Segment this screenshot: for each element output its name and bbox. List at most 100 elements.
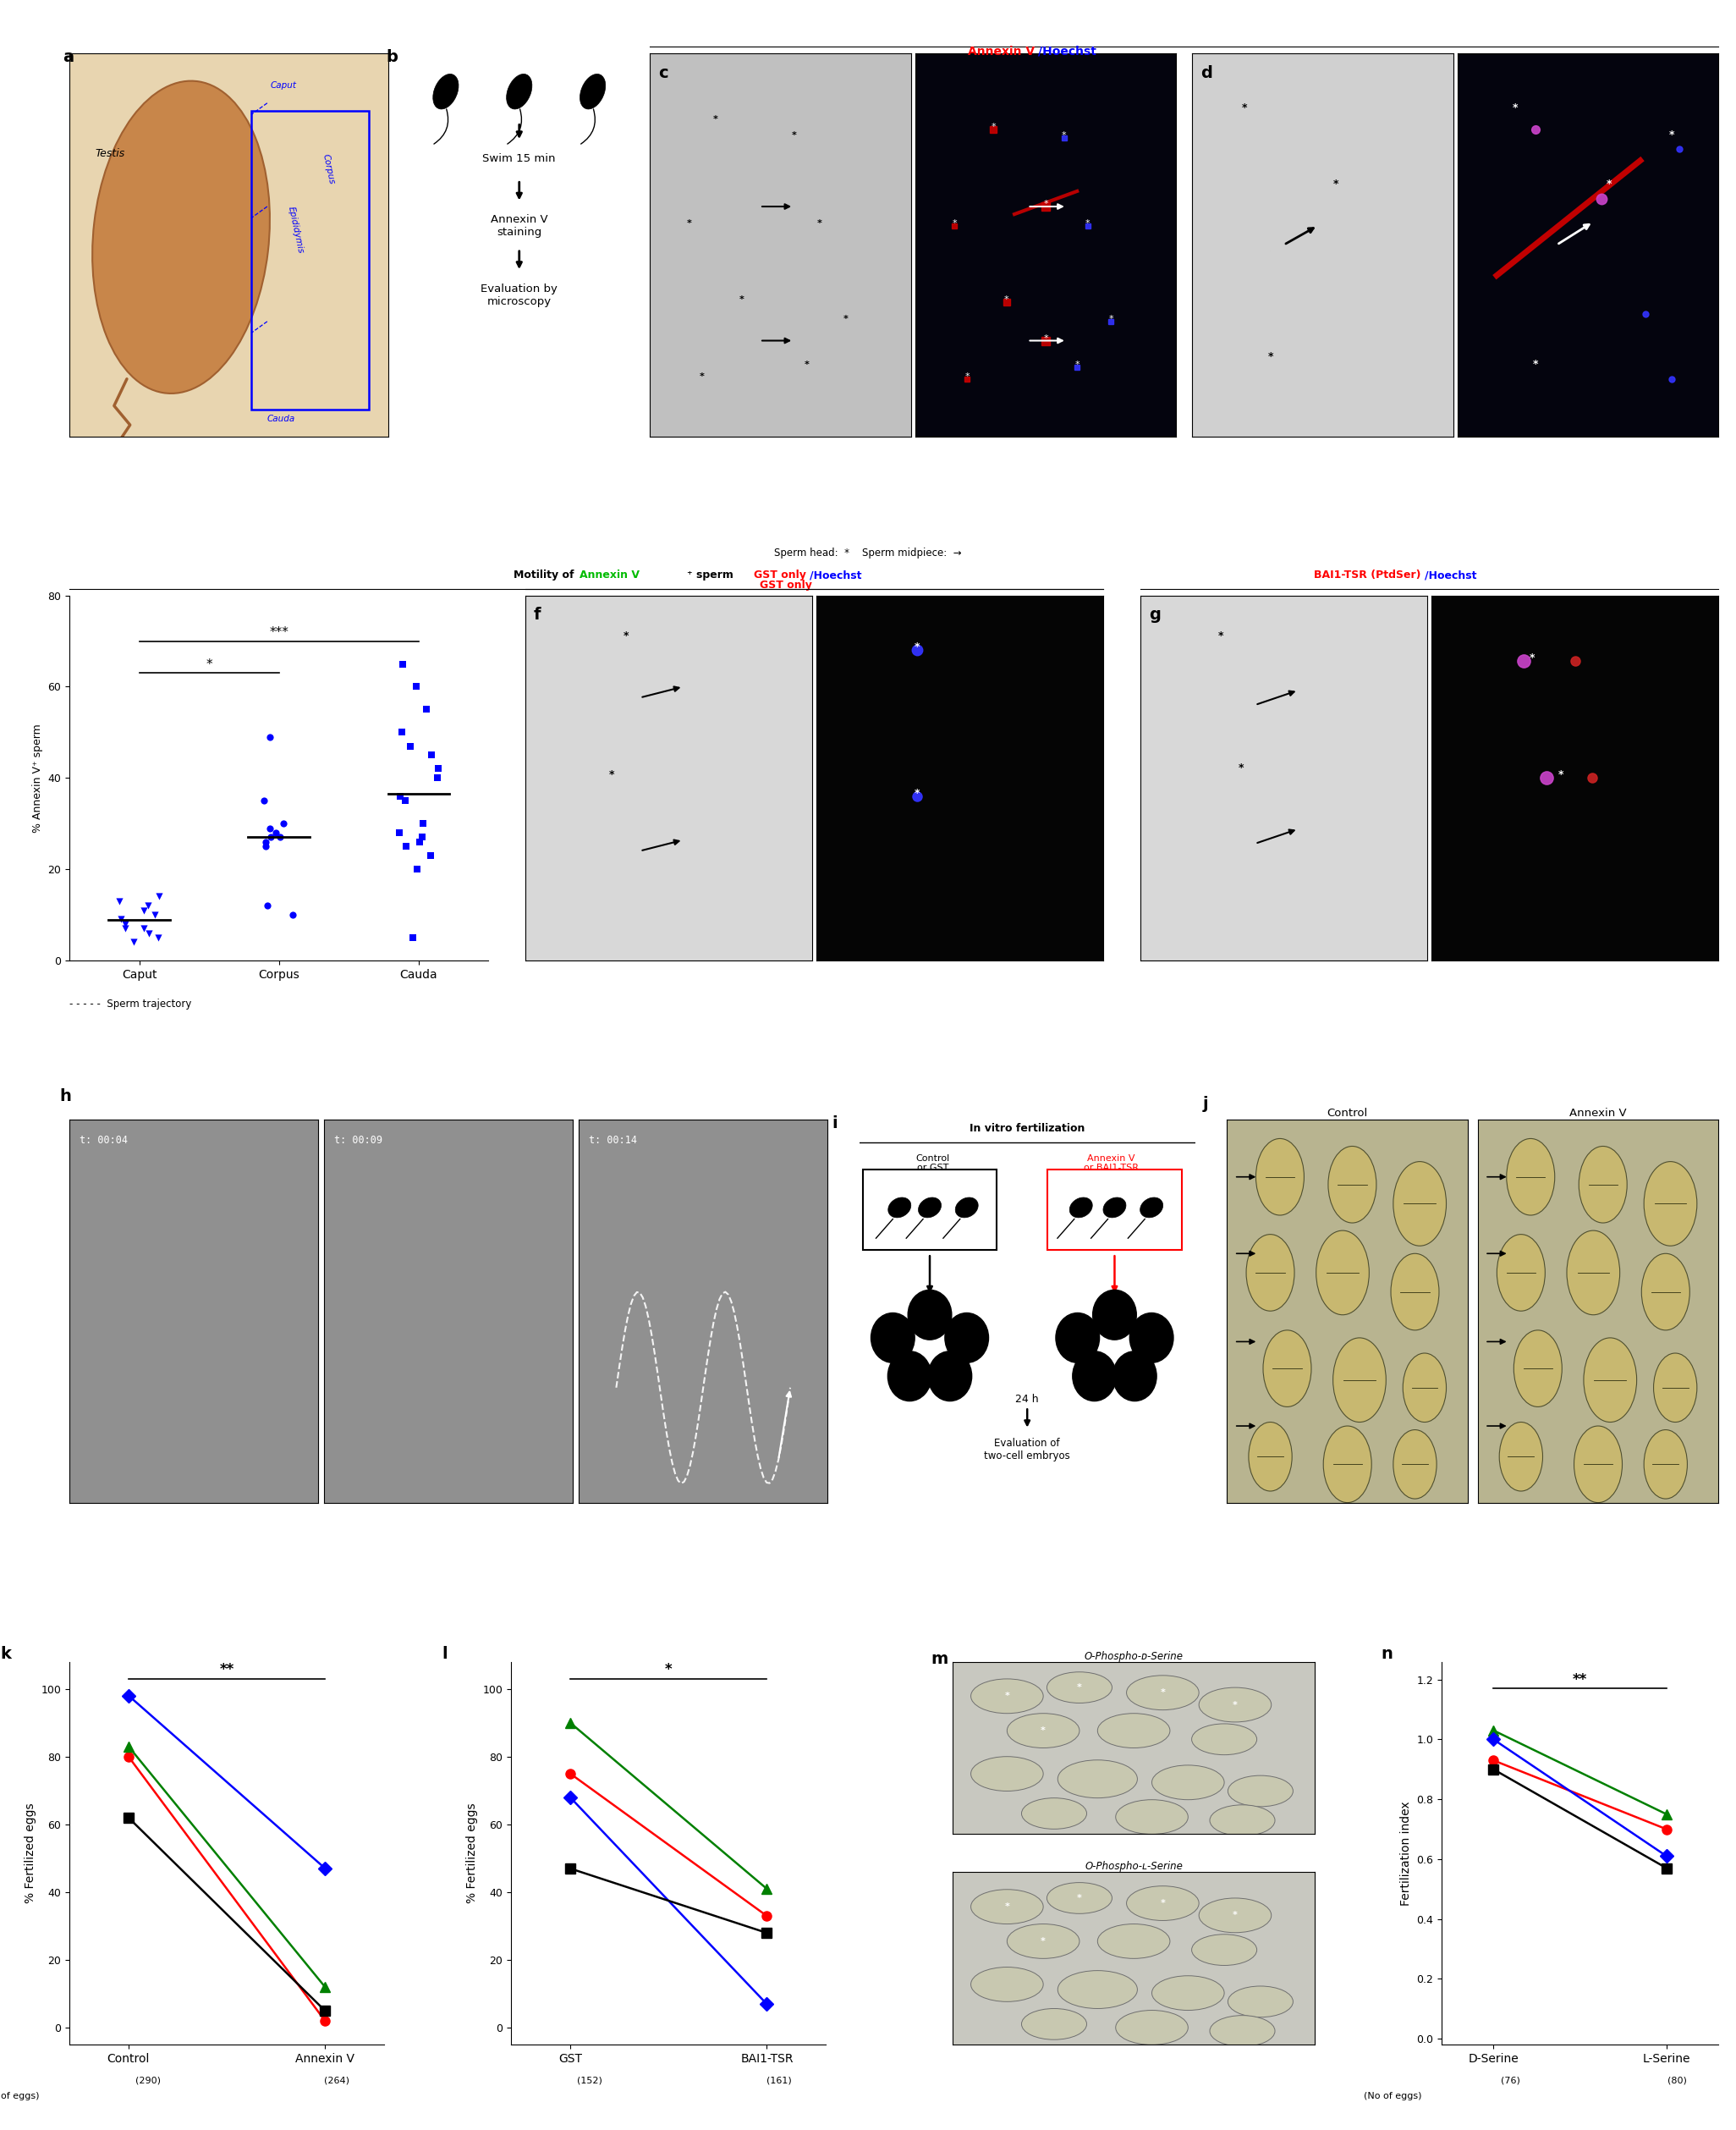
Text: t: 00:14: t: 00:14 xyxy=(589,1135,637,1146)
Point xyxy=(418,739,446,773)
Circle shape xyxy=(1500,1423,1543,1491)
Text: Annexin V
or BAI1-TSR: Annexin V or BAI1-TSR xyxy=(1083,1154,1139,1172)
Text: *: * xyxy=(1668,130,1675,141)
Circle shape xyxy=(1227,1776,1293,1806)
Text: *: * xyxy=(1005,1691,1010,1700)
Point xyxy=(250,784,278,818)
Circle shape xyxy=(1191,1934,1257,1966)
Text: Testis: Testis xyxy=(95,149,125,160)
Text: *: * xyxy=(1043,200,1049,209)
Point xyxy=(424,760,451,794)
Text: *: * xyxy=(713,115,719,124)
Point xyxy=(408,820,436,854)
Point xyxy=(413,692,441,726)
Text: *: * xyxy=(1076,1683,1082,1691)
Text: *: * xyxy=(1042,1727,1045,1736)
Text: *: * xyxy=(207,658,212,671)
Circle shape xyxy=(970,1757,1043,1791)
Text: *: * xyxy=(1529,652,1535,665)
Text: *: * xyxy=(623,630,628,641)
Circle shape xyxy=(1200,1898,1271,1932)
Point xyxy=(396,728,424,763)
Text: Evaluation by
microscopy: Evaluation by microscopy xyxy=(481,283,557,307)
Text: (No of eggs): (No of eggs) xyxy=(0,2092,40,2100)
Point xyxy=(410,807,437,841)
Text: *: * xyxy=(1533,360,1538,371)
FancyBboxPatch shape xyxy=(863,1169,996,1250)
Point xyxy=(266,820,293,854)
Circle shape xyxy=(1073,1350,1116,1402)
Circle shape xyxy=(1333,1338,1385,1423)
Point xyxy=(257,820,285,854)
Text: l: l xyxy=(443,1646,448,1661)
Text: t: 00:09: t: 00:09 xyxy=(333,1135,382,1146)
Text: *: * xyxy=(1512,102,1517,113)
Point xyxy=(120,924,148,958)
Text: (161): (161) xyxy=(766,2077,792,2085)
Text: BAI1-TSR (PtdSer): BAI1-TSR (PtdSer) xyxy=(1314,569,1420,581)
Circle shape xyxy=(1021,2009,1087,2041)
Point xyxy=(392,829,420,863)
Text: *: * xyxy=(1043,334,1049,343)
Point xyxy=(106,884,134,918)
Text: *: * xyxy=(700,373,705,381)
Circle shape xyxy=(1153,1766,1224,1800)
Text: *: * xyxy=(818,219,823,228)
Text: *: * xyxy=(1241,102,1248,113)
Point xyxy=(257,812,285,846)
Circle shape xyxy=(1496,1235,1545,1310)
Text: b: b xyxy=(385,49,398,66)
Circle shape xyxy=(1644,1429,1687,1500)
Circle shape xyxy=(1575,1425,1621,1502)
Text: h: h xyxy=(59,1088,71,1103)
Text: *: * xyxy=(609,769,615,780)
Circle shape xyxy=(1578,1146,1627,1223)
Text: *: * xyxy=(687,219,691,228)
Text: k: k xyxy=(0,1646,10,1661)
Point xyxy=(146,880,174,914)
Circle shape xyxy=(1255,1140,1304,1216)
Y-axis label: % Fertilized eggs: % Fertilized eggs xyxy=(24,1802,36,1904)
Point xyxy=(417,839,444,873)
Point xyxy=(399,920,427,954)
Title: Annexin V: Annexin V xyxy=(1569,1108,1627,1118)
Text: t: 00:04: t: 00:04 xyxy=(80,1135,128,1146)
Text: Evaluation of
two-cell embryos: Evaluation of two-cell embryos xyxy=(984,1438,1071,1461)
Circle shape xyxy=(1248,1423,1292,1491)
Text: (290): (290) xyxy=(135,2077,161,2085)
Circle shape xyxy=(1055,1312,1099,1363)
Circle shape xyxy=(1116,1800,1187,1834)
Text: *: * xyxy=(665,1661,672,1676)
Text: a: a xyxy=(62,49,75,66)
Text: - - - - -  Sperm trajectory: - - - - - Sperm trajectory xyxy=(69,999,191,1010)
Text: *: * xyxy=(1005,1902,1010,1911)
Text: Motility of: Motility of xyxy=(514,569,578,581)
Ellipse shape xyxy=(955,1197,977,1218)
Point xyxy=(111,912,139,946)
Text: *: * xyxy=(915,788,920,799)
Circle shape xyxy=(1127,1885,1200,1921)
Ellipse shape xyxy=(432,75,458,109)
Circle shape xyxy=(970,1968,1043,2002)
Text: /Hoechst: /Hoechst xyxy=(1424,569,1476,581)
Text: *: * xyxy=(1267,351,1274,362)
Point xyxy=(252,829,279,863)
Text: *: * xyxy=(1233,1911,1238,1919)
Circle shape xyxy=(1642,1255,1689,1329)
Text: (152): (152) xyxy=(576,2077,602,2085)
Circle shape xyxy=(1644,1161,1698,1246)
Point xyxy=(391,784,418,818)
Text: *: * xyxy=(1606,179,1611,190)
Point xyxy=(257,720,285,754)
Circle shape xyxy=(1323,1425,1371,1502)
Circle shape xyxy=(1097,1713,1170,1749)
Point xyxy=(385,816,413,850)
Point xyxy=(252,824,279,858)
Text: (No of eggs): (No of eggs) xyxy=(1364,2092,1422,2100)
Text: d: d xyxy=(1200,64,1212,81)
Circle shape xyxy=(1047,1672,1113,1704)
Circle shape xyxy=(1113,1350,1156,1402)
Point xyxy=(406,824,434,858)
Text: Epididymis: Epididymis xyxy=(286,207,304,253)
Text: *: * xyxy=(1076,1894,1082,1902)
